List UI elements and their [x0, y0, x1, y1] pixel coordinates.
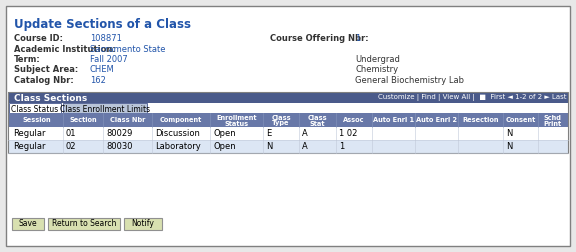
Text: 80029: 80029	[106, 129, 132, 138]
Text: Assoc: Assoc	[343, 117, 365, 123]
Text: Status: Status	[225, 120, 249, 127]
Bar	[124, 218, 162, 230]
Text: 108871: 108871	[90, 34, 122, 43]
Bar	[48, 218, 120, 230]
Text: Class Enrollment Limits: Class Enrollment Limits	[60, 105, 150, 114]
Bar	[12, 218, 44, 230]
Text: E: E	[266, 129, 271, 138]
Text: 1: 1	[355, 34, 360, 43]
Text: Class Sections: Class Sections	[14, 94, 87, 103]
Text: Auto Enrl 2: Auto Enrl 2	[416, 117, 457, 123]
Text: 01: 01	[66, 129, 77, 138]
Bar	[8, 92, 568, 153]
Text: 1: 1	[339, 142, 344, 151]
Text: Return to Search: Return to Search	[52, 219, 116, 229]
Text: Section: Section	[69, 117, 97, 123]
Text: Session: Session	[22, 117, 51, 123]
Text: Course ID:: Course ID:	[14, 34, 63, 43]
Text: Academic Institution:: Academic Institution:	[14, 45, 116, 53]
Text: Component: Component	[160, 117, 202, 123]
Text: Term:: Term:	[14, 55, 41, 64]
Text: Regular: Regular	[13, 142, 46, 151]
Text: Catalog Nbr:: Catalog Nbr:	[14, 76, 74, 85]
Text: Consent: Consent	[505, 117, 536, 123]
Text: 162: 162	[90, 76, 106, 85]
Text: Course Offering Nbr:: Course Offering Nbr:	[270, 34, 369, 43]
Text: Chemistry: Chemistry	[355, 66, 398, 75]
Text: General Biochemistry Lab: General Biochemistry Lab	[355, 76, 464, 85]
Text: Open: Open	[213, 129, 236, 138]
Text: A: A	[302, 129, 308, 138]
Text: Enrollment: Enrollment	[216, 115, 257, 121]
Text: Subject Area:: Subject Area:	[14, 66, 78, 75]
Text: Class Nbr: Class Nbr	[110, 117, 145, 123]
Bar	[9, 103, 61, 113]
Text: Fall 2007: Fall 2007	[90, 55, 128, 64]
Text: 02: 02	[66, 142, 77, 151]
Bar	[63, 103, 147, 113]
Text: Save: Save	[18, 219, 37, 229]
Text: N: N	[506, 142, 513, 151]
Text: Type: Type	[272, 120, 290, 127]
Text: Class: Class	[308, 115, 327, 121]
Text: Notify: Notify	[131, 219, 154, 229]
Text: Class Status: Class Status	[12, 105, 59, 114]
Text: Auto Enrl 1: Auto Enrl 1	[373, 117, 414, 123]
Text: N: N	[506, 129, 513, 138]
Text: CHEM: CHEM	[90, 66, 115, 75]
Text: Discussion: Discussion	[155, 129, 200, 138]
Text: Class: Class	[271, 115, 291, 121]
Text: Laboratory: Laboratory	[155, 142, 201, 151]
Text: Update Sections of a Class: Update Sections of a Class	[14, 18, 191, 31]
Text: Customize | Find | View All |  ■  First ◄ 1-2 of 2 ► Last: Customize | Find | View All | ■ First ◄ …	[377, 94, 566, 101]
Text: Stat: Stat	[310, 120, 325, 127]
Text: Print: Print	[543, 120, 561, 127]
Text: 1 02: 1 02	[339, 129, 357, 138]
Bar	[8, 140, 568, 153]
Text: Open: Open	[213, 142, 236, 151]
Text: Sacramento State: Sacramento State	[90, 45, 165, 53]
Text: 80030: 80030	[106, 142, 132, 151]
Text: Undergrad: Undergrad	[355, 55, 400, 64]
Text: N: N	[266, 142, 272, 151]
Text: A: A	[302, 142, 308, 151]
Text: Schd: Schd	[543, 115, 561, 121]
Text: Resection: Resection	[463, 117, 499, 123]
Bar	[8, 113, 568, 127]
Text: Regular: Regular	[13, 129, 46, 138]
Bar	[8, 92, 568, 103]
Bar	[8, 127, 568, 140]
